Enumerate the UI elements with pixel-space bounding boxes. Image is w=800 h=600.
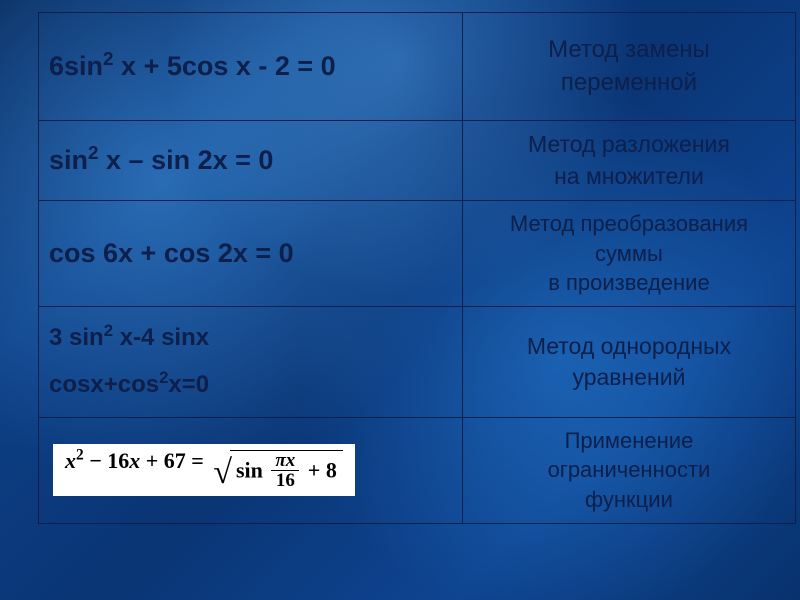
method-text: Метод заменыпеременной <box>463 26 795 107</box>
equation-cell: sin2 x – sin 2x = 0 <box>39 121 463 201</box>
method-cell: Метод однородныхуравнений <box>462 307 795 418</box>
method-cell: Метод заменыпеременной <box>462 13 795 121</box>
equation-text: sin2 x – sin 2x = 0 <box>39 135 462 186</box>
method-text: Метод разложенияна множители <box>463 121 795 199</box>
equation-text: x2 − 16x + 67 = √sin πx16 + 8 <box>39 428 462 512</box>
table-body: 6sin2 x + 5cos x - 2 = 0Метод заменыпере… <box>39 13 796 524</box>
sqrt-body: sin πx16 + 8 <box>230 450 343 492</box>
equation-text: 6sin2 x + 5cos x - 2 = 0 <box>39 30 462 103</box>
table-row: 3 sin2 x-4 sinxcosx+cos2x=0Метод однород… <box>39 307 796 418</box>
method-text: Применениеограниченностифункции <box>463 418 795 523</box>
formula-box: x2 − 16x + 67 = √sin πx16 + 8 <box>53 444 355 496</box>
table-row: 6sin2 x + 5cos x - 2 = 0Метод заменыпере… <box>39 13 796 121</box>
equation-text: cos 6x + cos 2x = 0 <box>39 228 462 279</box>
fraction-numerator: πx <box>271 451 299 471</box>
equation-cell: 6sin2 x + 5cos x - 2 = 0 <box>39 13 463 121</box>
equation-cell: x2 − 16x + 67 = √sin πx16 + 8 <box>39 417 463 523</box>
table-row: x2 − 16x + 67 = √sin πx16 + 8 Применениео… <box>39 417 796 523</box>
table-row: cos 6x + cos 2x = 0Метод преобразованияс… <box>39 201 796 307</box>
formula-lhs: x2 − 16x + 67 = <box>65 448 209 473</box>
equation-cell: 3 sin2 x-4 sinxcosx+cos2x=0 <box>39 307 463 418</box>
equation-text: 3 sin2 x-4 sinxcosx+cos2x=0 <box>39 307 462 417</box>
equation-cell: cos 6x + cos 2x = 0 <box>39 201 463 307</box>
fraction-denominator: 16 <box>271 471 299 490</box>
table-row: sin2 x – sin 2x = 0Метод разложенияна мн… <box>39 121 796 201</box>
formula-tail: + 8 <box>302 458 337 483</box>
method-text: Метод однородныхуравнений <box>463 323 795 401</box>
method-cell: Применениеограниченностифункции <box>462 417 795 523</box>
sqrt-symbol: √ <box>213 456 232 490</box>
formula-fraction: πx16 <box>271 451 299 490</box>
method-text: Метод преобразованиясуммыв произведение <box>463 201 795 306</box>
method-cell: Метод преобразованиясуммыв произведение <box>462 201 795 307</box>
methods-table: 6sin2 x + 5cos x - 2 = 0Метод заменыпере… <box>38 12 796 524</box>
method-cell: Метод разложенияна множители <box>462 121 795 201</box>
formula-sin: sin <box>236 458 268 483</box>
